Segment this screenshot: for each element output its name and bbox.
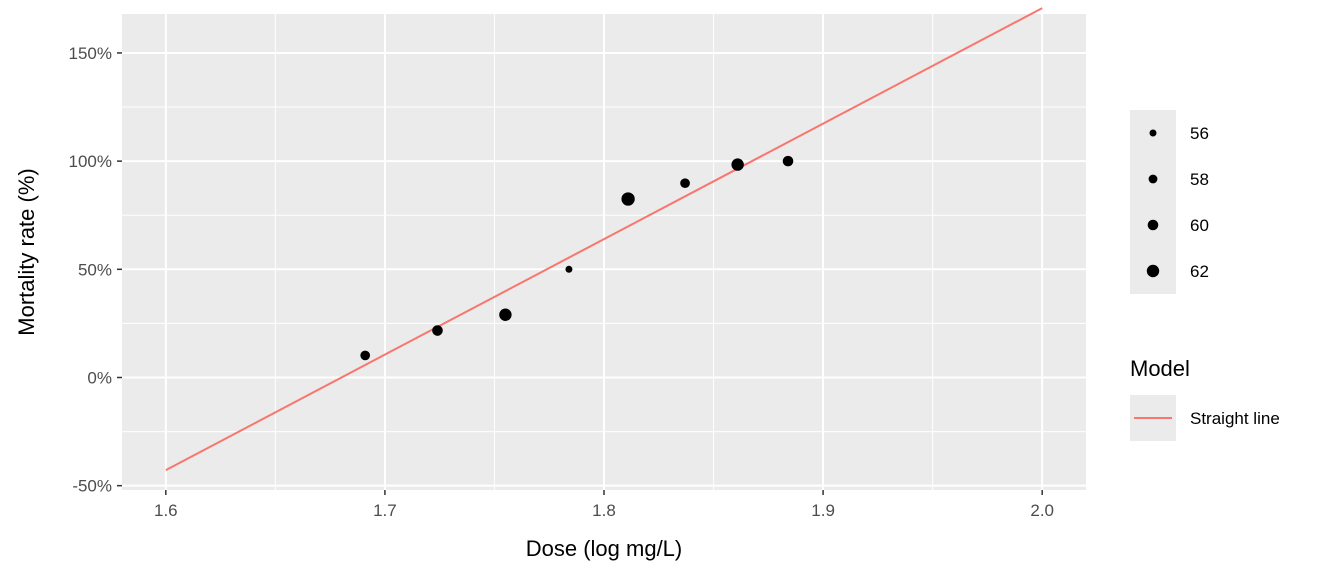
data-point [565,265,573,273]
y-tick-label: 50% [78,260,112,279]
data-point [731,158,744,171]
color-legend: Model Straight line [1130,356,1280,441]
size-legend-key [1148,174,1158,184]
y-axis-title: Mortality rate (%) [14,168,39,335]
y-tick-label: 100% [69,152,112,171]
data-point [360,350,371,361]
size-legend-label: 56 [1190,124,1209,143]
size-legend-label: 62 [1190,262,1209,281]
size-legend-label: 58 [1190,170,1209,189]
size-legend-key-background [1130,110,1176,294]
data-point [621,192,635,206]
data-point [782,155,794,167]
y-tick-label: -50% [72,477,112,496]
size-legend-key [1149,129,1157,137]
x-axis-title: Dose (log mg/L) [526,536,683,561]
y-tick-label: 0% [87,368,112,387]
x-tick-label: 1.7 [373,501,397,520]
series-line-straight [165,7,1043,471]
x-tick-label: 1.9 [811,501,835,520]
data-point [499,308,512,321]
color-legend-title: Model [1130,356,1190,381]
size-legend-key [1146,264,1160,278]
size-legend-label: 60 [1190,216,1209,235]
x-tick-label: 1.8 [592,501,616,520]
y-tick-label: 150% [69,44,112,63]
color-legend-label: Straight line [1190,409,1280,428]
x-tick-label: 2.0 [1030,501,1054,520]
data-point [432,325,443,336]
size-legend: 56 58 60 62 [1130,110,1209,294]
x-tick-label: 1.6 [154,501,178,520]
data-point [680,178,690,189]
size-legend-key [1147,219,1159,231]
